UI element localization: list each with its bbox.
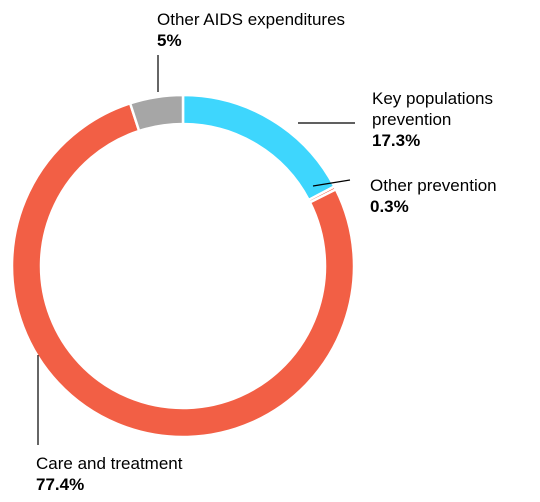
slice-label-name-key-populations-prevention-1: Key populations — [372, 89, 493, 108]
labels-layer: Key populations prevention 17.3% Other prev… — [36, 10, 497, 494]
slice-value-label-other-aids-expenditures: 5% — [157, 31, 182, 50]
slice-label-other-aids-expenditures: Other AIDS expenditures 5% — [157, 10, 345, 50]
slice-label-name-care-and-treatment-1: Care and treatment — [36, 454, 183, 473]
slice-value-label-care-and-treatment: 77.4% — [36, 475, 84, 494]
leader-lines-layer — [37, 55, 355, 445]
slice-label-name-other-prevention-1: Other prevention — [370, 176, 497, 195]
slice-other-aids-expenditures — [128, 93, 185, 133]
slice-value-label-key-populations-prevention: 17.3% — [372, 131, 420, 150]
slice-label-name-other-aids-expenditures-1: Other AIDS expenditures — [157, 10, 345, 29]
leader-line-other-prevention — [312, 179, 351, 187]
slice-value-label-other-prevention: 0.3% — [370, 197, 409, 216]
slice-label-care-and-treatment: Care and treatment 77.4% — [36, 454, 183, 494]
slice-label-other-prevention: Other prevention 0.3% — [370, 176, 497, 216]
slices-layer — [10, 93, 356, 439]
slice-label-name-key-populations-prevention-2: prevention — [372, 110, 451, 129]
slice-label-key-populations-prevention: Key populations prevention 17.3% — [372, 89, 493, 150]
slice-care-and-treatment — [10, 102, 356, 439]
slice-key-populations-prevention — [181, 93, 336, 202]
